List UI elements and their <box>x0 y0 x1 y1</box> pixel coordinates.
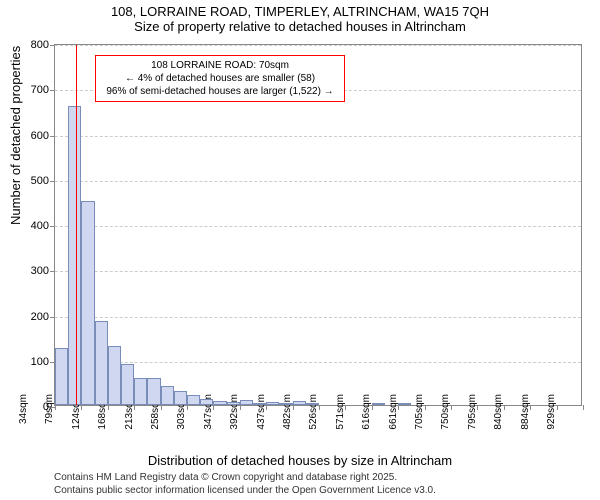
x-axis-label: Distribution of detached houses by size … <box>0 453 600 468</box>
histogram-bar <box>134 378 147 405</box>
ytick-label: 700 <box>19 84 49 96</box>
annotation-line2: ← 4% of detached houses are smaller (58) <box>102 72 338 85</box>
ytick-label: 800 <box>19 39 49 51</box>
xtick-label: 34sqm <box>18 394 29 434</box>
histogram-bar <box>240 400 253 405</box>
histogram-bar <box>372 403 385 405</box>
chart-plot-area: 010020030040050060070080034sqm79sqm124sq… <box>54 44 582 406</box>
histogram-bar <box>187 395 200 405</box>
annotation-box: 108 LORRAINE ROAD: 70sqm ← 4% of detache… <box>95 55 345 102</box>
xtick-label: 79sqm <box>44 394 55 434</box>
ytick-label: 300 <box>19 265 49 277</box>
histogram-bar <box>121 364 134 405</box>
annotation-line1: 108 LORRAINE ROAD: 70sqm <box>102 59 338 72</box>
footer-attribution: Contains HM Land Registry data © Crown c… <box>54 472 436 497</box>
histogram-bar <box>161 386 174 405</box>
histogram-bar <box>279 403 292 405</box>
xtick-mark <box>55 405 56 410</box>
histogram-bar <box>253 403 266 405</box>
histogram-bar <box>398 403 411 405</box>
histogram-bar <box>293 401 306 405</box>
histogram-bar <box>95 321 108 405</box>
histogram-bar <box>213 401 226 405</box>
histogram-bar <box>227 402 240 405</box>
chart-title-line1: 108, LORRAINE ROAD, TIMPERLEY, ALTRINCHA… <box>0 0 600 19</box>
ytick-label: 600 <box>19 130 49 142</box>
ytick-label: 200 <box>19 311 49 323</box>
histogram-bar <box>81 201 94 405</box>
histogram-bar <box>108 346 121 405</box>
xtick-mark <box>583 405 584 410</box>
ytick-label: 400 <box>19 220 49 232</box>
histogram-bar <box>200 399 213 405</box>
histogram-bar <box>266 402 279 405</box>
footer-line1: Contains HM Land Registry data © Crown c… <box>54 472 436 485</box>
histogram-bar <box>68 106 81 405</box>
xtick-mark <box>187 405 188 410</box>
ytick-label: 100 <box>19 356 49 368</box>
histogram-bar <box>306 403 319 405</box>
footer-line2: Contains public sector information licen… <box>54 485 436 498</box>
histogram-bar <box>174 391 187 405</box>
xtick-mark <box>451 405 452 410</box>
annotation-line3: 96% of semi-detached houses are larger (… <box>102 85 338 98</box>
histogram-bar <box>55 348 68 405</box>
ytick-label: 500 <box>19 175 49 187</box>
xtick-mark <box>319 405 320 410</box>
chart-title-line2: Size of property relative to detached ho… <box>0 19 600 36</box>
histogram-bar <box>147 378 160 405</box>
marker-line <box>76 45 77 405</box>
